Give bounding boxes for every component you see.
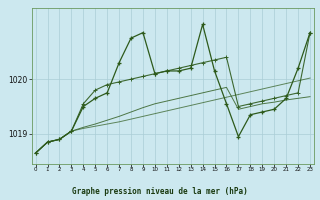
Text: Graphe pression niveau de la mer (hPa): Graphe pression niveau de la mer (hPa) bbox=[72, 187, 248, 196]
